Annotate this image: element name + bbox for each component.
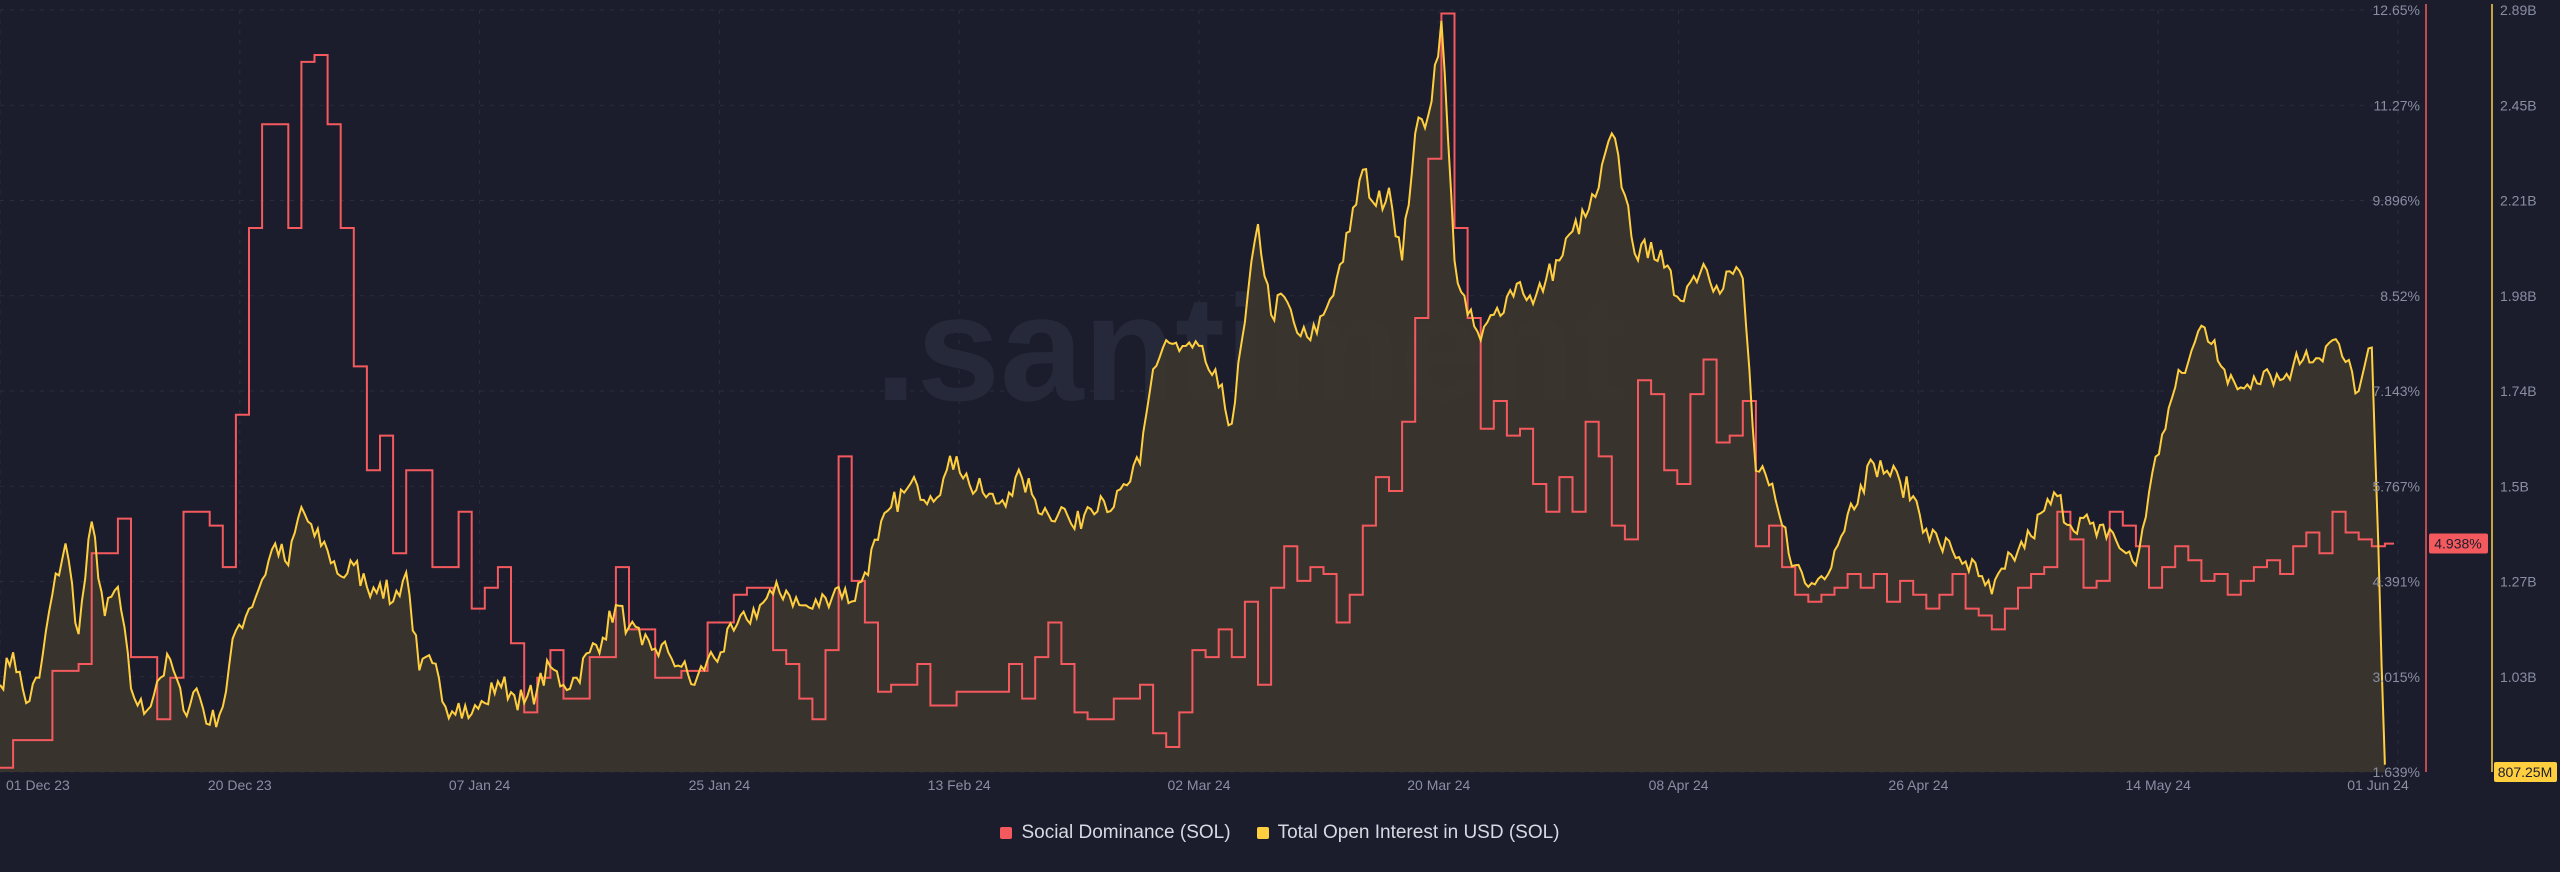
x-tick-label: 08 Apr 24	[1649, 777, 1709, 793]
y-tick-social: 1.639%	[2373, 764, 2420, 780]
y-tick-social: 3.015%	[2373, 669, 2420, 685]
legend-item-open-interest[interactable]: Total Open Interest in USD (SOL)	[1256, 822, 1560, 844]
y-tick-social: 7.143%	[2373, 383, 2420, 399]
x-tick-label: 25 Jan 24	[689, 777, 751, 793]
open-interest-value-text: 807.25M	[2498, 764, 2552, 780]
x-tick-label: 01 Dec 23	[6, 777, 70, 793]
y-tick-social: 5.767%	[2373, 478, 2420, 494]
y-tick-oi: 2.45B	[2500, 97, 2537, 113]
y-tick-oi: 1.03B	[2500, 669, 2537, 685]
y-tick-social: 9.896%	[2373, 193, 2420, 209]
chart-legend: Social Dominance (SOL) Total Open Intere…	[0, 818, 2560, 848]
open-interest-area	[0, 20, 2385, 772]
x-tick-label: 20 Mar 24	[1407, 777, 1470, 793]
y-tick-oi: 2.21B	[2500, 193, 2537, 209]
legend-item-social-dominance[interactable]: Social Dominance (SOL)	[1000, 822, 1231, 844]
x-tick-label: 02 Mar 24	[1167, 777, 1230, 793]
y-tick-social: 12.65%	[2373, 2, 2420, 18]
legend-label-social-dominance: Social Dominance (SOL)	[1021, 822, 1231, 843]
x-tick-label: 26 Apr 24	[1888, 777, 1948, 793]
x-tick-label: 01 Jun 24	[2347, 777, 2409, 793]
x-tick-label: 07 Jan 24	[449, 777, 511, 793]
social-dominance-value-badge	[2429, 533, 2488, 554]
y-tick-oi: 1.98B	[2500, 288, 2537, 304]
y-tick-oi: 1.5B	[2500, 478, 2529, 494]
social-dominance-value-text: 4.938%	[2434, 536, 2481, 552]
social-dominance-swatch	[1000, 827, 1013, 839]
y-tick-social: 8.52%	[2380, 288, 2420, 304]
x-tick-label: 20 Dec 23	[208, 777, 272, 793]
social-dominance-line[interactable]	[0, 12, 2394, 769]
y-tick-oi: 2.89B	[2500, 2, 2537, 18]
y-tick-oi: 1.74B	[2500, 383, 2537, 399]
legend-label-open-interest: Total Open Interest in USD (SOL)	[1277, 822, 1560, 843]
y-tick-social: 4.391%	[2373, 574, 2420, 590]
open-interest-value-badge	[2494, 762, 2557, 782]
y-tick-oi: 1.27B	[2500, 574, 2537, 590]
open-interest-swatch	[1256, 827, 1269, 839]
y-tick-social: 11.27%	[2374, 97, 2420, 113]
x-tick-label: 13 Feb 24	[928, 777, 991, 793]
open-interest-line[interactable]	[0, 20, 2386, 765]
x-tick-label: 14 May 24	[2126, 777, 2192, 793]
